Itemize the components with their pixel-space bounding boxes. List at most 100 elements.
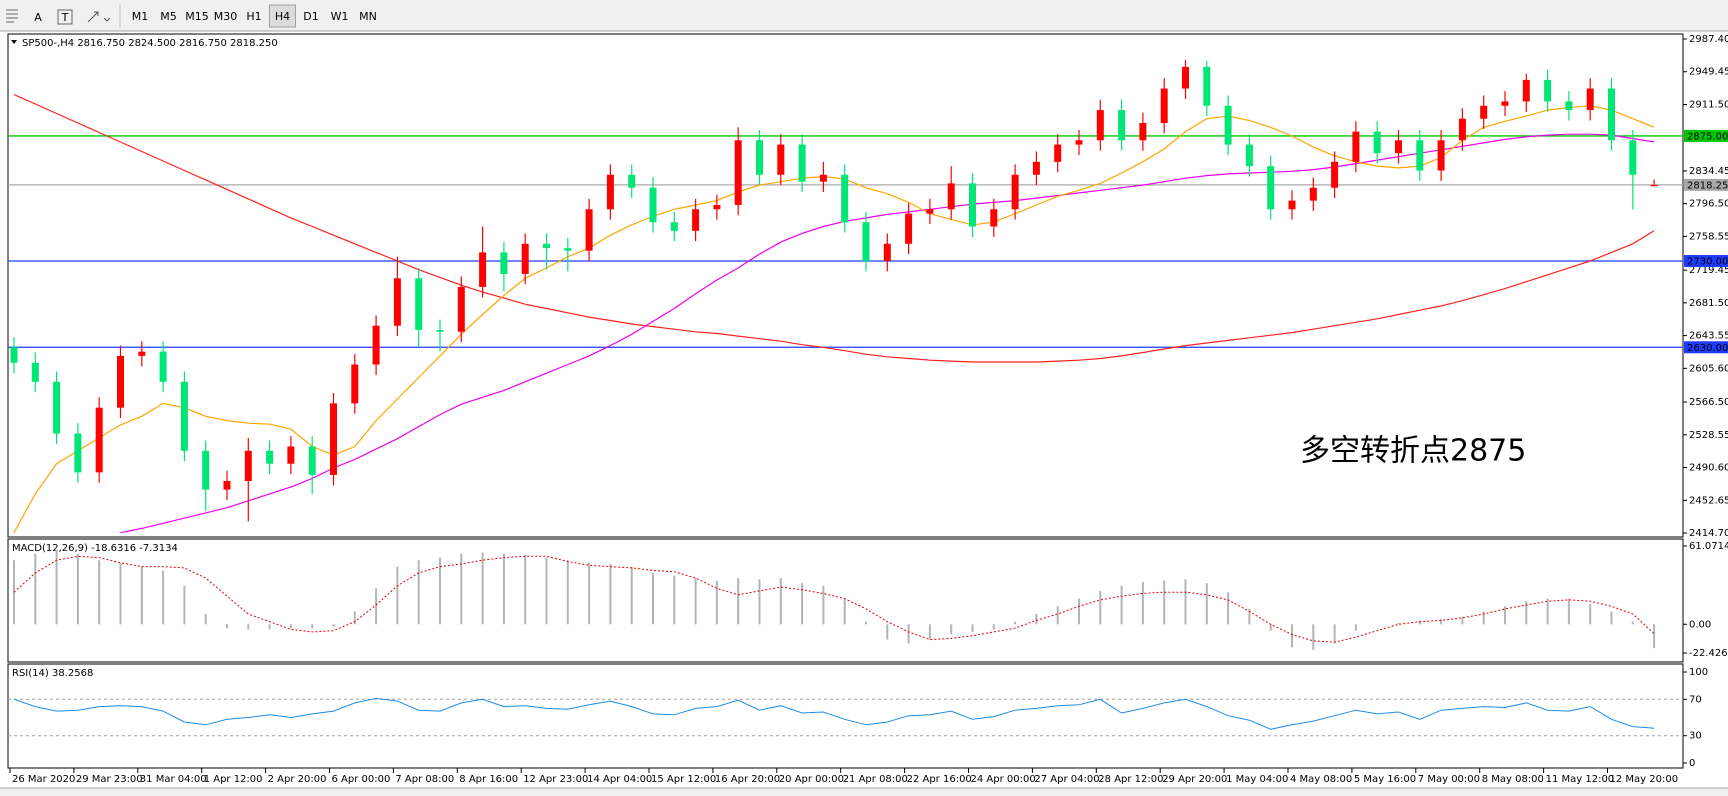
y-tick-label: 2949.450	[1689, 67, 1728, 78]
time-label: 31 Mar 04:00	[140, 774, 207, 785]
candle-body	[330, 403, 337, 475]
candle-body	[1331, 161, 1339, 188]
candle-body	[1054, 144, 1062, 162]
y-tick-label: 2681.500	[1689, 298, 1728, 309]
y-tick-label: 2414.700	[1689, 528, 1728, 539]
candle-body	[159, 351, 167, 382]
candle-body	[500, 252, 508, 274]
timeframe-label[interactable]: M30	[214, 10, 238, 23]
timeframe-label[interactable]: H1	[246, 10, 261, 23]
candle-body	[202, 450, 210, 490]
timeframe-label[interactable]: H4	[275, 10, 290, 23]
plot-area	[8, 60, 1683, 534]
rsi-panel	[7, 663, 1684, 769]
y-tick-label: 2834.450	[1689, 166, 1728, 177]
candle-body	[1522, 79, 1530, 102]
text-tool[interactable]: A	[34, 11, 42, 24]
candle-body	[138, 351, 146, 356]
candle-body	[10, 347, 18, 363]
candle-body	[180, 381, 188, 451]
candle-body	[1480, 105, 1488, 119]
y-tick-label: 70	[1689, 694, 1702, 705]
time-label: 21 Apr 08:00	[843, 774, 908, 785]
time-label: 7 Apr 08:00	[395, 774, 454, 785]
candle-body	[1565, 101, 1573, 111]
candle-body	[1160, 88, 1168, 124]
candle-body	[713, 204, 721, 210]
time-label: 29 Mar 23:00	[76, 774, 143, 785]
macd-title: MACD(12,26,9) -18.6316 -7.3134	[12, 543, 178, 554]
candle-body	[969, 183, 976, 227]
candle-body	[1544, 79, 1552, 102]
main-panel	[7, 33, 1684, 538]
timeframe-label[interactable]: W1	[331, 10, 349, 23]
candle-body	[1075, 140, 1083, 145]
candle-body	[74, 433, 82, 473]
candle-body	[1501, 101, 1509, 106]
y-tick-label: 2490.600	[1689, 463, 1728, 474]
time-label: 4 May 08:00	[1290, 774, 1352, 785]
time-label: 6 Apr 00:00	[332, 774, 391, 785]
candle-body	[308, 446, 316, 475]
candle-body	[415, 278, 423, 331]
candle-body	[1182, 66, 1189, 89]
y-tick-label: 2643.550	[1689, 331, 1728, 342]
candle-body	[223, 480, 231, 490]
candle-body	[1203, 66, 1211, 106]
candle-body	[1032, 161, 1040, 175]
candle-body	[1245, 144, 1253, 167]
time-label: 8 Apr 16:00	[459, 774, 518, 785]
plot-area	[8, 697, 1683, 737]
level-label-bg	[1684, 129, 1728, 142]
annotation: 多空转折点2875	[1300, 434, 1526, 469]
candle-body	[244, 450, 252, 481]
arrows-tool[interactable]	[87, 11, 111, 23]
candle-body	[1096, 110, 1104, 141]
y-tick-label: 2911.500	[1689, 99, 1728, 110]
level-label: 2630.000	[1687, 343, 1728, 354]
toolbar: A T M1 M5 M15 M30 H1 H4 D1 W1 MN	[0, 0, 1728, 32]
label-tool[interactable]: T	[61, 11, 69, 24]
candle-body	[521, 243, 529, 274]
timeframe-label[interactable]: M1	[132, 10, 149, 23]
y-tick-label: 2758.550	[1689, 231, 1728, 242]
level-label: 2818.250	[1687, 180, 1728, 191]
timeframe-label[interactable]: M15	[185, 10, 209, 23]
candle-body	[947, 183, 955, 210]
candle-body	[926, 209, 934, 214]
y-tick-label: 2528.550	[1689, 430, 1728, 441]
time-label: 27 Apr 04:00	[1034, 774, 1099, 785]
timeframe-button[interactable]	[269, 4, 296, 28]
candle-body	[819, 174, 827, 182]
y-tick-label: 2719.450	[1689, 265, 1728, 276]
label-tool-box	[57, 9, 73, 25]
timeframe-buttons: M1 M5 M15 M30 H1 H4 D1 W1 MN	[132, 4, 377, 28]
candle-body	[1416, 140, 1424, 171]
timeframe-label[interactable]: M5	[160, 10, 177, 23]
title-marker	[11, 40, 17, 44]
timeframe-label[interactable]: MN	[359, 10, 377, 23]
candle-body	[53, 381, 61, 434]
y-tick-label: 2605.600	[1689, 363, 1728, 374]
time-label: 12 Apr 23:00	[523, 774, 588, 785]
moving-average	[13, 94, 1655, 363]
level-label-bg	[1684, 178, 1728, 191]
candle-body	[905, 213, 913, 244]
time-label: 1 Apr 12:00	[204, 774, 263, 785]
candle-body	[351, 364, 359, 404]
candle-body	[287, 446, 295, 464]
candle-body	[372, 325, 380, 365]
candle-body	[862, 222, 870, 262]
candle-body	[692, 209, 700, 231]
candle-body	[1352, 131, 1360, 162]
candle-body	[585, 209, 593, 251]
timeframe-label[interactable]: D1	[303, 10, 318, 23]
menu-icon[interactable]	[6, 9, 18, 23]
time-label: 20 Apr 00:00	[779, 774, 844, 785]
candle-body	[606, 174, 614, 210]
candle-body	[841, 174, 849, 223]
candle-body	[1608, 88, 1615, 141]
y-tick-label: 2987.400	[1689, 34, 1728, 45]
